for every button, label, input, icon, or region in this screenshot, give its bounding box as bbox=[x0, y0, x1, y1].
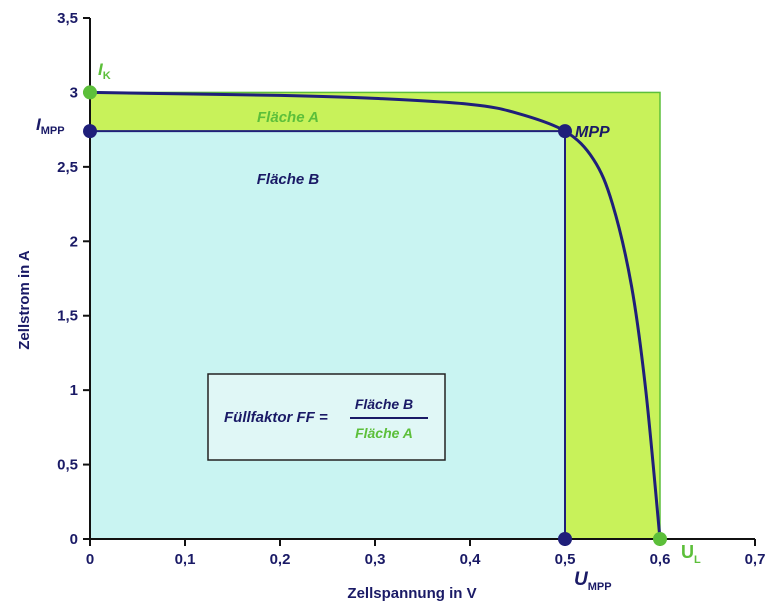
area-b-rect bbox=[90, 131, 565, 540]
x-axis-ticks: 0 0,1 0,2 0,3 0,4 0,5 0,6 0,7 bbox=[86, 539, 766, 568]
x-tick-label: 0,4 bbox=[460, 551, 482, 568]
formula-lhs: Füllfaktor FF = bbox=[224, 409, 328, 426]
y-tick-label: 0,5 bbox=[57, 457, 78, 474]
y-tick-label: 0 bbox=[70, 531, 78, 548]
umpp-label: UMPP bbox=[574, 569, 612, 593]
y-tick-label: 1 bbox=[70, 382, 78, 399]
y-axis-ticks: 0 0,5 1 1,5 2 2,5 3 3,5 bbox=[57, 10, 90, 548]
x-axis-title: Zellspannung in V bbox=[347, 585, 476, 602]
formula-numerator: Fläche B bbox=[355, 396, 413, 412]
impp-label: IMPP bbox=[36, 115, 65, 137]
impp-point bbox=[83, 124, 97, 139]
y-tick-label: 2,5 bbox=[57, 159, 78, 176]
y-tick-label: 3,5 bbox=[57, 10, 78, 27]
flaeche-a-label: Fläche A bbox=[257, 109, 319, 126]
mpp-point bbox=[558, 124, 572, 139]
ik-point bbox=[83, 85, 97, 100]
y-tick-label: 1,5 bbox=[57, 308, 78, 325]
x-tick-label: 0,1 bbox=[175, 551, 196, 568]
ul-point bbox=[653, 532, 667, 546]
y-tick-label: 2 bbox=[70, 233, 78, 250]
x-tick-label: 0,2 bbox=[270, 551, 291, 568]
flaeche-b-label: Fläche B bbox=[257, 171, 320, 188]
x-tick-label: 0 bbox=[86, 551, 94, 568]
y-axis-title: Zellstrom in A bbox=[16, 250, 33, 350]
y-tick-label: 3 bbox=[70, 84, 78, 101]
x-tick-label: 0,3 bbox=[365, 551, 386, 568]
iv-curve-line bbox=[89, 90, 662, 540]
ik-label: IK bbox=[98, 60, 111, 82]
formula-box: Füllfaktor FF = Fläche B Fläche A bbox=[207, 373, 446, 461]
x-tick-label: 0,7 bbox=[745, 551, 766, 568]
ul-label: UL bbox=[681, 542, 701, 566]
formula-denominator: Fläche A bbox=[355, 425, 413, 441]
umpp-point bbox=[558, 532, 572, 546]
x-tick-label: 0,5 bbox=[555, 551, 576, 568]
mpp-label: MPP bbox=[575, 124, 610, 141]
x-tick-label: 0,6 bbox=[650, 551, 671, 568]
